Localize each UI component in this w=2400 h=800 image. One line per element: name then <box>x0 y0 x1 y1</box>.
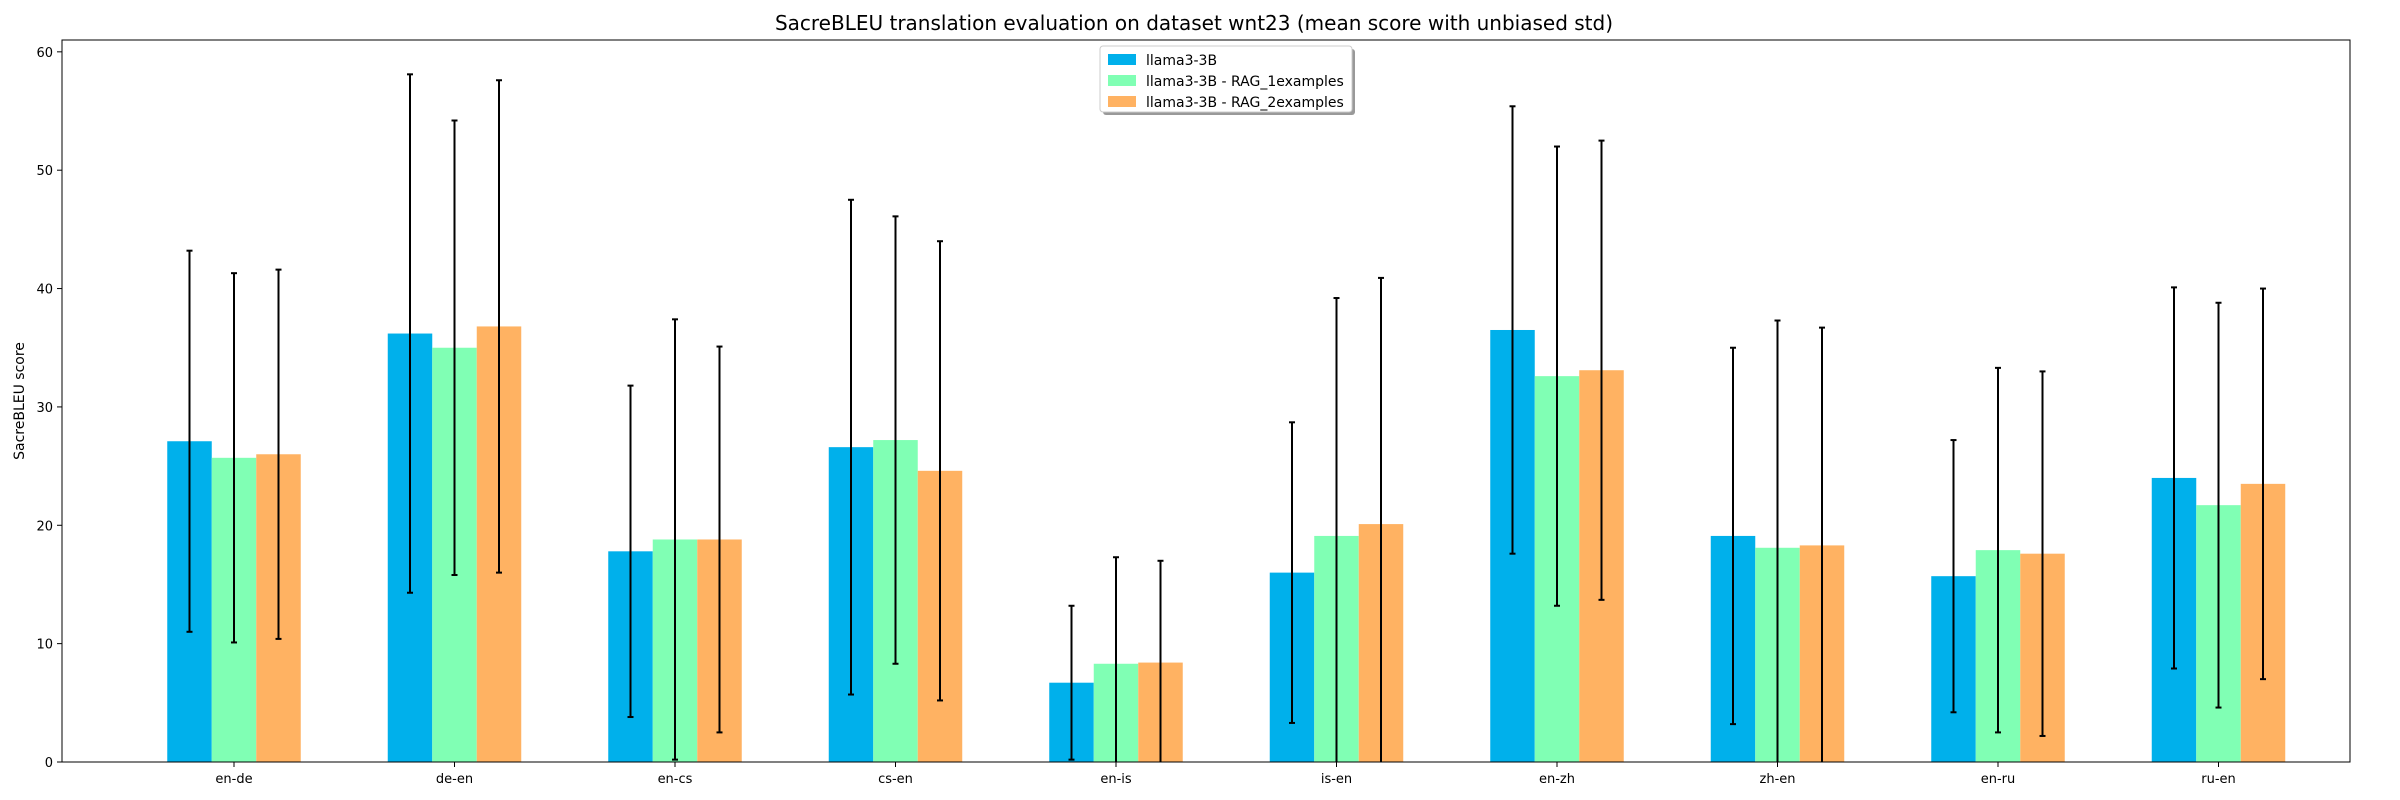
y-tick-label-60: 60 <box>36 46 53 61</box>
x-tick-label-en-zh: en-zh <box>1539 772 1575 787</box>
x-tick-label-cs-en: cs-en <box>878 772 913 787</box>
x-tick-label-zh-en: zh-en <box>1760 772 1796 787</box>
legend-label-3: llama3-3B - RAG_2examples <box>1146 95 1344 111</box>
x-tick-label-en-de: en-de <box>215 772 252 787</box>
y-tick-label-50: 50 <box>36 164 53 179</box>
bars-group <box>167 326 2286 762</box>
legend-swatch-1 <box>1108 54 1136 65</box>
legend-label-2: llama3-3B - RAG_1examples <box>1146 74 1344 90</box>
y-tick-label-20: 20 <box>36 519 53 534</box>
y-tick-label-0: 0 <box>45 756 53 771</box>
y-axis-label: SacreBLEU score <box>12 342 28 460</box>
x-tick-label-en-cs: en-cs <box>658 772 693 787</box>
x-tick-label-is-en: is-en <box>1321 772 1352 787</box>
y-tick-label-40: 40 <box>36 283 53 298</box>
x-tick-label-en-ru: en-ru <box>1981 772 2016 787</box>
legend-box <box>1099 45 1353 113</box>
x-axis: en-de de-en en-cs cs-en en-is is-en en-zh zh-en… <box>215 762 2236 787</box>
y-tick-label-30: 30 <box>36 401 53 416</box>
x-tick-label-de-en: de-en <box>436 772 473 787</box>
y-tick-label-10: 10 <box>36 638 53 653</box>
legend-label-1: llama3-3B <box>1146 53 1217 69</box>
x-tick-label-en-is: en-is <box>1100 772 1132 787</box>
plot-frame <box>61 39 2351 763</box>
legend: llama3-3B llama3-3B - RAG_1examples llama3… <box>1099 45 1355 115</box>
chart-title: SacreBLEU translation evaluation on data… <box>775 11 1613 35</box>
legend-swatch-2 <box>1108 75 1136 86</box>
legend-swatch-3 <box>1108 96 1136 107</box>
x-tick-label-ru-en: ru-en <box>2201 772 2236 787</box>
error-bars-group <box>186 73 2266 762</box>
y-axis: 0 10 20 30 40 50 60 <box>36 46 62 771</box>
